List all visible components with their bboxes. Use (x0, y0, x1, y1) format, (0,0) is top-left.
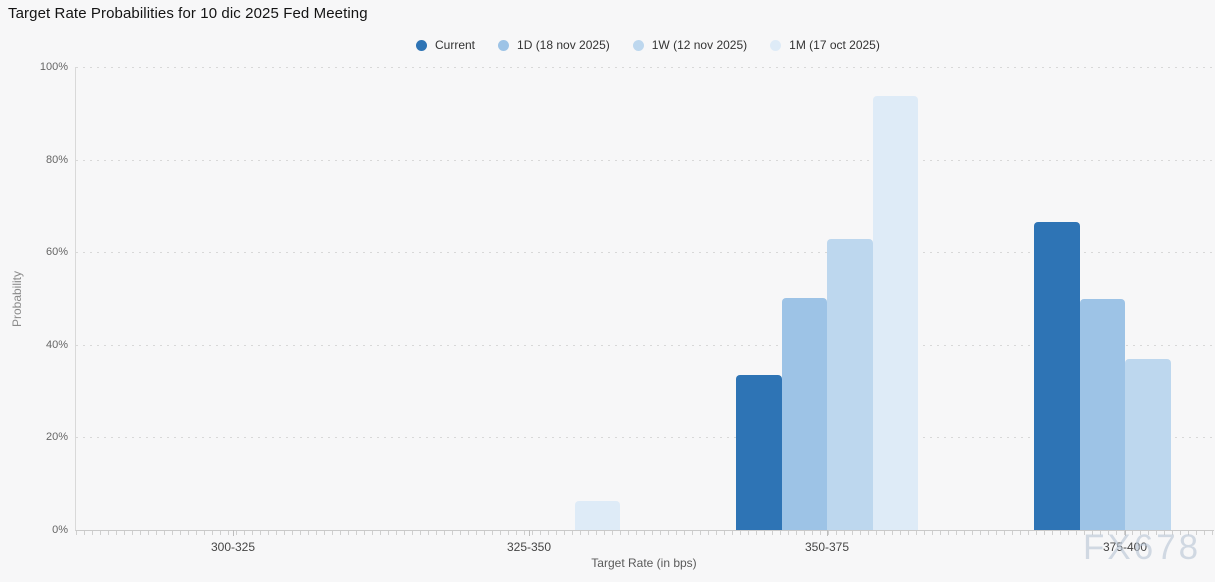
bar-350-375-1m[interactable] (872, 95, 918, 530)
bar-375-400-1w[interactable] (1125, 358, 1171, 530)
legend-dot-icon (770, 39, 782, 51)
x-tick-label-350-375: 350-375 (804, 540, 850, 554)
legend-item-label: 1W (12 nov 2025) (651, 38, 748, 52)
y-tick-label: 100% (39, 61, 68, 73)
axis-minor-ticks (76, 531, 1214, 535)
legend-dot-icon (416, 39, 427, 51)
gridline-40 (76, 344, 1214, 346)
legend-item-1d[interactable]: 1D (18 nov 2025) (498, 38, 610, 52)
plot-area: 0% 20% 40% 60% 80% 100% 300-325 325-350 350-375 3… (40, 61, 1215, 554)
y-tick-label: 0% (52, 524, 68, 536)
legend-item-label: 1D (18 nov 2025) (517, 38, 610, 52)
legend-dot-icon (498, 39, 510, 51)
legend-item-label: 1M (17 oct 2025) (789, 38, 880, 52)
chart-legend: Current 1D (18 nov 2025) 1W (12 nov 2025) 1… (416, 38, 880, 52)
bar-350-375-1w[interactable] (827, 239, 873, 530)
bar-group-325-350 (438, 67, 620, 530)
x-tick-label-375-400: 375-400 (1102, 540, 1148, 554)
chart-title: Target Rate Probabilities for 10 dic 202… (8, 5, 368, 22)
gridline-20 (76, 437, 1214, 439)
y-tick-label: 80% (45, 153, 68, 166)
legend-item-current[interactable]: Current (416, 38, 475, 52)
bar-375-400-current[interactable] (1034, 221, 1080, 530)
x-axis-title: Target Rate (in bps) (591, 556, 697, 570)
x-tick-label-325-350: 325-350 (506, 540, 552, 554)
bar-350-375-1d[interactable] (781, 297, 827, 530)
y-tick-label: 40% (45, 338, 68, 351)
legend-dot-icon (632, 39, 644, 51)
bar-325-350-1m[interactable] (574, 501, 620, 530)
bar-group-300-325 (142, 67, 324, 530)
y-axis-title: Probability (10, 270, 24, 328)
x-tick-label-300-325: 300-325 (210, 540, 256, 554)
bar-group-375-400 (1034, 67, 1215, 530)
legend-item-1w[interactable]: 1W (12 nov 2025) (632, 38, 748, 52)
bar-375-400-1d[interactable] (1079, 299, 1125, 530)
bar-group-350-375 (736, 67, 918, 530)
y-tick-label: 20% (45, 431, 68, 444)
x-tick-mark (827, 530, 828, 536)
gridline-60 (76, 252, 1214, 254)
gridline-100 (76, 67, 1214, 68)
gridline-80 (76, 159, 1214, 161)
legend-item-label: Current (435, 38, 476, 52)
x-tick-mark (233, 530, 234, 536)
legend-item-1m[interactable]: 1M (17 oct 2025) (770, 38, 880, 52)
bar-350-375-current[interactable] (736, 375, 782, 530)
x-tick-mark (529, 530, 530, 536)
y-tick-label: 60% (45, 246, 68, 259)
x-tick-mark (1125, 530, 1126, 536)
